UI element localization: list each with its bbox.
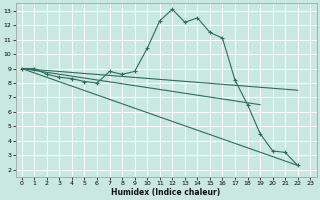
X-axis label: Humidex (Indice chaleur): Humidex (Indice chaleur) [111,188,221,197]
